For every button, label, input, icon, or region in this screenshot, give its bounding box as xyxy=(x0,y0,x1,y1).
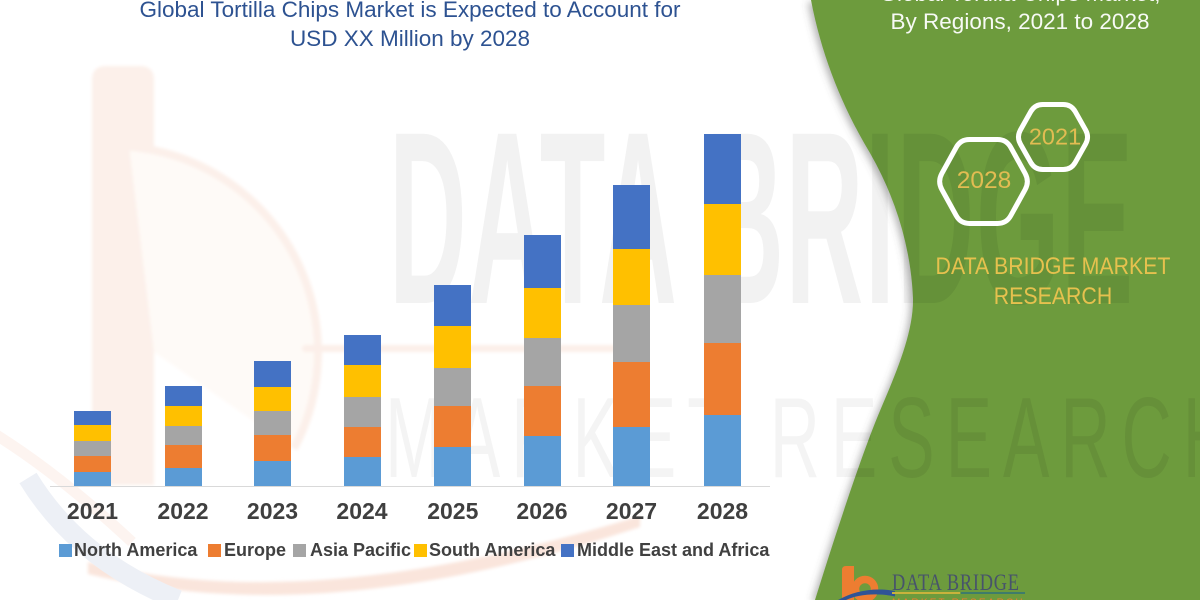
svg-text:2021: 2021 xyxy=(1029,124,1081,150)
svg-text:DATA BRIDGE: DATA BRIDGE xyxy=(892,569,1020,596)
svg-text:2028: 2028 xyxy=(957,167,1012,194)
svg-text:MARKET RESEARCH: MARKET RESEARCH xyxy=(892,598,1025,600)
